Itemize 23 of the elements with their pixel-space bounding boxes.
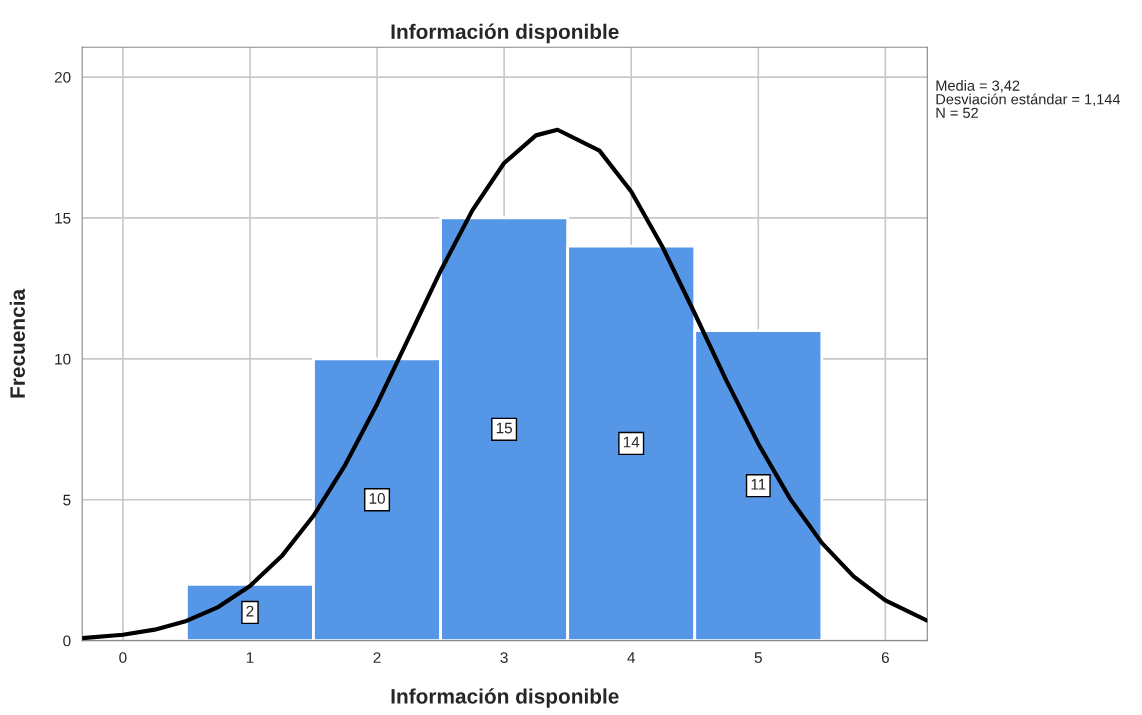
text: Media = 3,42 (936, 80, 1020, 93)
x-tick-label: 1 (246, 652, 254, 663)
x-tick-label: 4 (627, 652, 636, 663)
chart-title: Información disponible (391, 23, 619, 44)
x-axis-title: Información disponible (391, 688, 619, 708)
text: N = 52 (936, 107, 978, 118)
y-tick-label: 0 (63, 635, 71, 647)
x-tick-label: 6 (881, 652, 889, 663)
data-label: 15 (496, 422, 512, 434)
x-tick-label: 2 (373, 652, 381, 663)
y-tick-label: 15 (55, 212, 71, 224)
x-tick-label: 0 (119, 652, 127, 663)
data-label: 10 (369, 493, 385, 504)
y-tick-label: 20 (54, 71, 71, 83)
x-tick-label: 3 (500, 652, 508, 663)
x-tick-label: 5 (754, 652, 762, 663)
y-tick-label: 5 (63, 494, 71, 506)
data-label: 14 (623, 436, 640, 448)
data-label: 2 (246, 605, 254, 617)
text: Desviación estándar = 1,144 (936, 93, 1121, 107)
y-tick-label: 10 (55, 353, 71, 365)
data-label: 11 (751, 479, 766, 490)
y-axis-title: Frecuencia (9, 288, 25, 398)
